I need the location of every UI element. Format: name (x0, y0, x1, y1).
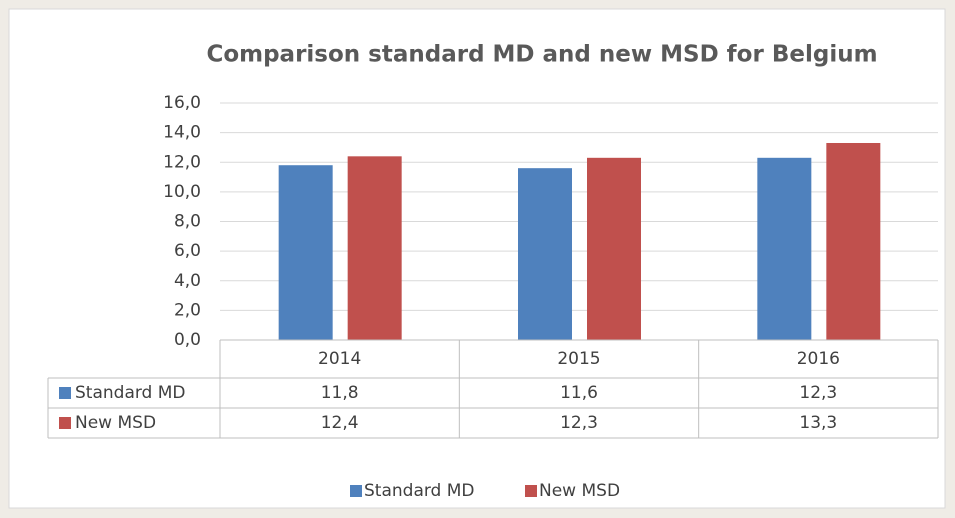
bar (518, 168, 572, 340)
legend-label: Standard MD (364, 481, 475, 501)
data-table-value: 13,3 (799, 413, 837, 433)
bar (347, 156, 402, 340)
y-tick-label: 12,0 (163, 152, 201, 172)
bar (278, 165, 333, 340)
table-legend-key (59, 417, 71, 429)
y-tick-label: 4,0 (174, 271, 201, 291)
y-tick-label: 6,0 (174, 241, 201, 261)
table-row-label: New MSD (75, 413, 156, 433)
y-tick-label: 8,0 (174, 212, 201, 232)
y-tick-label: 10,0 (163, 182, 201, 202)
chart-title: Comparison standard MD and new MSD for B… (206, 42, 877, 68)
legend-key (525, 485, 537, 497)
data-table-value: 12,3 (560, 413, 598, 433)
data-table-value: 12,4 (321, 413, 359, 433)
y-tick-label: 0,0 (174, 330, 201, 350)
x-tick-label: 2016 (797, 349, 840, 369)
data-table-value: 12,3 (799, 383, 837, 403)
y-tick-label: 2,0 (174, 300, 201, 320)
table-row-label: Standard MD (75, 383, 186, 403)
table-legend-key (59, 387, 71, 399)
bar (826, 142, 881, 340)
data-table-value: 11,8 (321, 383, 359, 403)
data-table-value: 11,6 (560, 383, 598, 403)
y-tick-label: 16,0 (163, 93, 201, 113)
legend-label: New MSD (539, 481, 620, 501)
bar (757, 157, 812, 340)
x-tick-label: 2015 (557, 349, 600, 369)
legend-key (350, 485, 362, 497)
bar (587, 157, 641, 340)
y-tick-label: 14,0 (163, 123, 201, 143)
x-tick-label: 2014 (318, 349, 361, 369)
